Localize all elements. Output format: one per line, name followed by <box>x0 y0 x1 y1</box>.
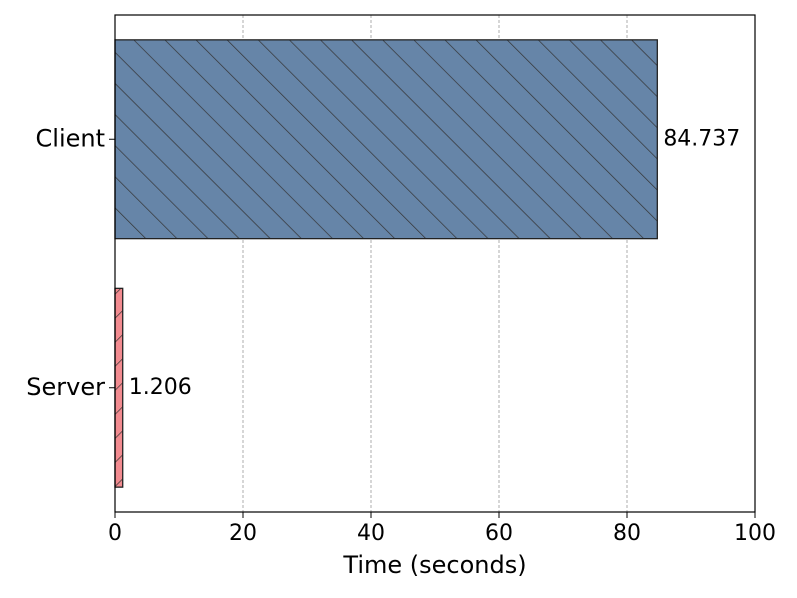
y-tick-label: Client <box>36 124 105 152</box>
bar <box>114 287 124 488</box>
x-axis-label: Time (seconds) <box>342 551 526 579</box>
x-tick-label: 60 <box>485 521 513 546</box>
value-label: 1.206 <box>129 375 192 400</box>
plot-frame <box>114 14 756 513</box>
x-tick-label: 40 <box>357 521 385 546</box>
x-tick-label: 80 <box>613 521 641 546</box>
value-label: 84.737 <box>663 126 740 151</box>
x-tick-label: 100 <box>734 521 776 546</box>
y-tick-label: Server <box>26 373 105 401</box>
x-tick-label: 20 <box>229 521 257 546</box>
bar <box>114 39 658 240</box>
x-tick-label: 0 <box>108 521 122 546</box>
